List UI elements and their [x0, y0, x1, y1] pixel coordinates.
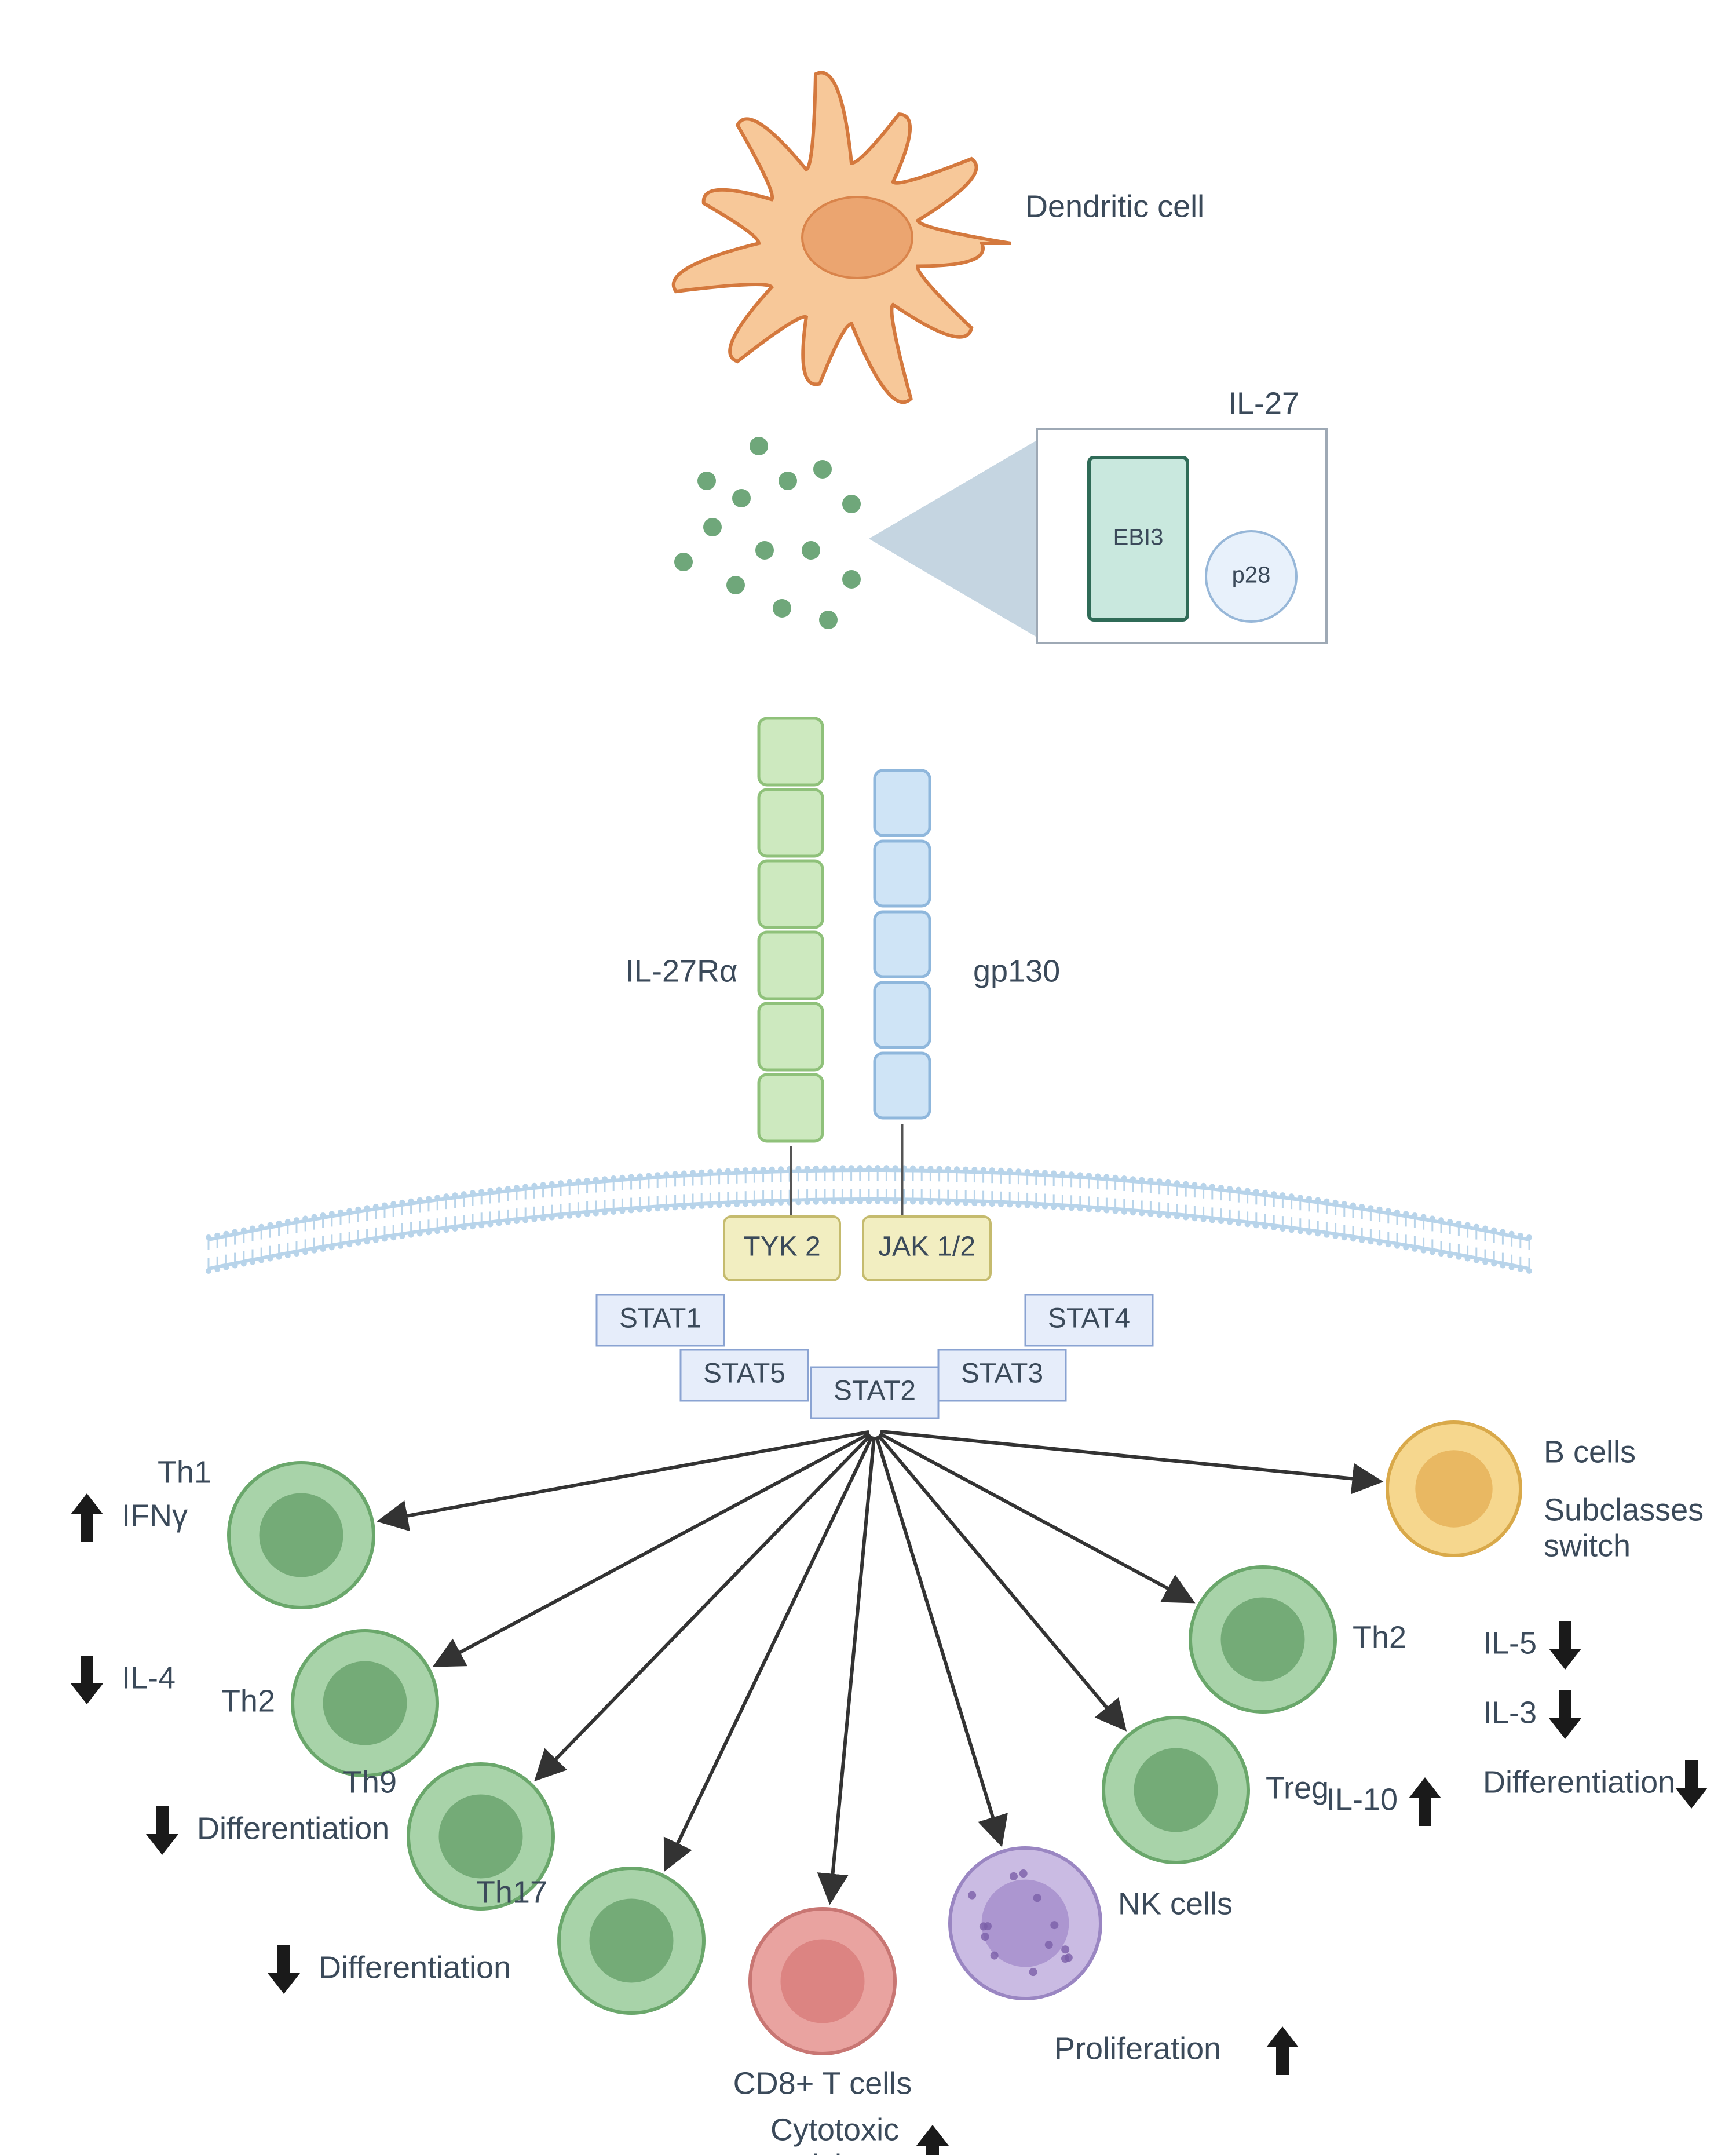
stat1-label: STAT1: [619, 1303, 701, 1334]
subclasses-label: switch: [1544, 1528, 1631, 1563]
effect-arrow-icon: [1675, 1760, 1708, 1809]
effect-arrow-icon: [1266, 2026, 1299, 2075]
cell-label-nk: NK cells: [1118, 1886, 1233, 1921]
dendritic-label: Dendritic cell: [1025, 189, 1204, 224]
gp130-receptor: [875, 770, 930, 1217]
effect-arrow-icon: [71, 1656, 103, 1704]
effect-arrow-icon: [268, 1945, 300, 1994]
cell-nk: [950, 1848, 1101, 1999]
effect-arrow-icon: [916, 2125, 949, 2155]
cell-label-treg: Treg: [1266, 1770, 1329, 1805]
cell-label-th2l: Th2: [221, 1683, 275, 1718]
il27-label: IL-27: [1228, 386, 1299, 421]
effect-il3: IL-3: [1483, 1695, 1537, 1730]
cell-th2r: [1190, 1567, 1335, 1712]
effect-il10: IL-10: [1326, 1782, 1398, 1817]
effect-cytotoxic: activity: [770, 2148, 866, 2155]
cell-label-cd8: CD8+ T cells: [733, 2066, 912, 2101]
cell-bcell: [1387, 1422, 1521, 1555]
cell-th1: [229, 1463, 374, 1608]
stat4-label: STAT4: [1048, 1303, 1130, 1334]
effect-arrow-icon: [1549, 1690, 1581, 1739]
effect-il5: IL-5: [1483, 1626, 1537, 1660]
cell-label-th9: Th9: [343, 1765, 397, 1799]
cell-th2l: [293, 1631, 437, 1776]
effect-diff: Differentiation: [319, 1950, 511, 1985]
cell-label-bcell: B cells: [1544, 1434, 1636, 1469]
effect-proliferation: Proliferation: [1054, 2031, 1221, 2066]
effect-diff: Differentiation: [197, 1811, 389, 1846]
effect-arrow-icon: [1409, 1777, 1441, 1826]
tyk2-label: TYK 2: [743, 1232, 820, 1262]
cell-th17: [559, 1868, 704, 2013]
cell-treg: [1103, 1718, 1248, 1862]
stat2-label: STAT2: [834, 1376, 916, 1407]
effect-cytotoxic: Cytotoxic: [770, 2112, 899, 2147]
subclasses-label: Subclasses: [1544, 1492, 1704, 1527]
effect-arrow-icon: [71, 1493, 103, 1542]
cell-label-th2r: Th2: [1353, 1620, 1406, 1654]
effect-ifng: IFNγ: [122, 1498, 188, 1533]
p28-label: p28: [1232, 563, 1271, 588]
effect-il4: IL-4: [122, 1660, 176, 1695]
il27ra-receptor: [759, 718, 823, 1217]
effect-diff: Differentiation: [1483, 1765, 1675, 1799]
cell-label-th17: Th17: [476, 1875, 547, 1909]
cell-label-th1: Th1: [158, 1455, 211, 1489]
cytokine-dots: [674, 437, 861, 629]
ebi3-label: EBI3: [1113, 525, 1164, 550]
effect-arrow-icon: [1549, 1621, 1581, 1670]
stat5-label: STAT5: [703, 1358, 785, 1389]
il27ra-label: IL-27Rα: [626, 954, 737, 988]
cell-cd8: [750, 1909, 895, 2054]
dendritic-cell: [674, 72, 1011, 402]
il27-callout: [869, 429, 1326, 643]
stat3-label: STAT3: [961, 1358, 1043, 1389]
jak12-label: JAK 1/2: [878, 1232, 975, 1262]
gp130-label: gp130: [973, 954, 1060, 988]
effect-arrow-icon: [146, 1806, 178, 1855]
